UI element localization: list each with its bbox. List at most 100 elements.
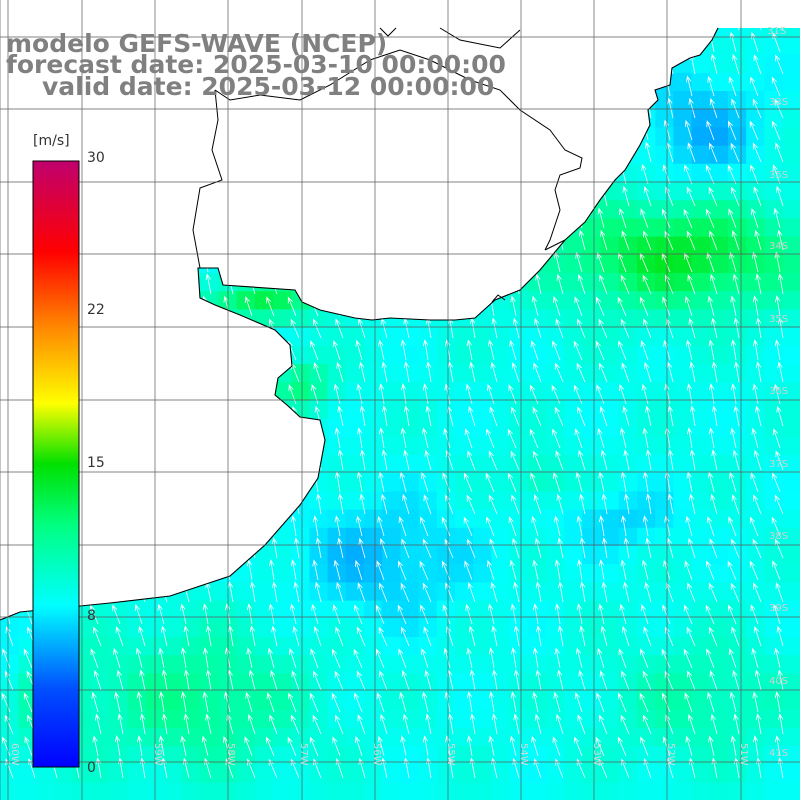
wind-speed-cell bbox=[473, 0, 492, 19]
wind-speed-cell bbox=[127, 691, 147, 711]
wind-arrow bbox=[376, 692, 385, 713]
wind-speed-cell bbox=[546, 200, 565, 219]
wind-speed-cell bbox=[345, 637, 365, 656]
wind-speed-cell bbox=[345, 509, 365, 529]
wind-speed-cell bbox=[509, 345, 529, 365]
wind-speed-cell bbox=[709, 72, 729, 92]
wind-arrow bbox=[535, 581, 542, 603]
wind-arrow bbox=[419, 120, 429, 141]
wind-speed-cell bbox=[691, 618, 711, 638]
wind-speed-cell bbox=[364, 200, 383, 219]
wind-speed-cell bbox=[236, 309, 256, 329]
wind-speed-cell bbox=[582, 637, 602, 656]
wind-arrow bbox=[112, 208, 121, 229]
wind-speed-cell bbox=[364, 782, 383, 800]
wind-arrow bbox=[684, 560, 693, 581]
wind-speed-cell bbox=[91, 327, 110, 347]
wind-speed-cell bbox=[473, 109, 492, 128]
wind-speed-cell bbox=[618, 109, 638, 128]
wind-speed-cell bbox=[309, 655, 329, 674]
wind-speed-cell bbox=[546, 655, 565, 674]
wind-speed-cell bbox=[637, 91, 656, 110]
wind-speed-cell bbox=[600, 746, 620, 765]
wind-speed-cell bbox=[764, 109, 784, 128]
wind-speed-cell bbox=[782, 91, 800, 110]
wind-speed-cell bbox=[309, 109, 329, 128]
wind-speed-cell bbox=[364, 327, 383, 347]
wind-arrow bbox=[576, 603, 583, 625]
wind-arrow bbox=[138, 28, 146, 31]
wind-speed-cell bbox=[291, 127, 310, 147]
wind-speed-cell bbox=[127, 382, 147, 401]
wind-speed-cell bbox=[673, 764, 693, 784]
wind-arrow bbox=[774, 735, 781, 757]
wind-arrow bbox=[378, 186, 388, 207]
wind-arrow bbox=[620, 559, 627, 581]
wind-speed-cell bbox=[746, 28, 765, 37]
wind-speed-cell bbox=[655, 728, 674, 747]
wind-arrow bbox=[181, 251, 187, 273]
wind-speed-cell bbox=[455, 655, 474, 674]
wind-arrow bbox=[115, 582, 124, 603]
wind-speed-cell bbox=[182, 527, 201, 547]
wind-speed-cell bbox=[473, 473, 492, 492]
wind-speed-cell bbox=[382, 655, 401, 674]
wind-speed-cell bbox=[200, 473, 219, 492]
wind-arrow bbox=[246, 515, 253, 537]
wind-speed-cell bbox=[491, 600, 511, 620]
wind-arrow bbox=[244, 428, 253, 449]
wind-speed-cell bbox=[18, 109, 37, 128]
wind-arrow bbox=[532, 559, 539, 581]
wind-speed-cell bbox=[109, 291, 128, 310]
wind-arrow bbox=[337, 537, 344, 559]
wind-speed-cell bbox=[728, 345, 747, 365]
wind-speed-cell bbox=[564, 72, 583, 92]
wind-arrow bbox=[442, 604, 451, 625]
wind-speed-cell bbox=[327, 218, 347, 238]
wind-speed-cell bbox=[436, 546, 456, 565]
wind-speed-cell bbox=[418, 582, 438, 602]
wind-arrow bbox=[601, 97, 608, 119]
wind-speed-cell bbox=[18, 782, 37, 800]
wind-speed-cell bbox=[782, 473, 800, 492]
wind-arrow bbox=[753, 186, 762, 207]
wind-speed-cell bbox=[455, 764, 474, 784]
wind-speed-cell bbox=[673, 655, 693, 674]
wind-speed-cell bbox=[600, 600, 620, 620]
wind-speed-cell bbox=[618, 709, 638, 729]
wind-speed-cell bbox=[473, 254, 492, 274]
wind-arrow bbox=[269, 559, 275, 581]
wind-arrow bbox=[645, 28, 652, 31]
wind-speed-cell bbox=[582, 764, 602, 784]
wind-arrow bbox=[246, 559, 253, 581]
wind-speed-cell bbox=[236, 473, 256, 492]
wind-speed-cell bbox=[91, 182, 110, 201]
wind-arrow bbox=[158, 339, 165, 361]
wind-arrow bbox=[422, 538, 432, 559]
lon-label: 52W bbox=[665, 743, 676, 766]
wind-speed-cell bbox=[582, 546, 602, 565]
wind-speed-cell bbox=[91, 564, 110, 583]
wind-arrow bbox=[72, 97, 80, 119]
wind-speed-cell bbox=[691, 436, 711, 456]
wind-speed-cell bbox=[564, 200, 583, 219]
wind-speed-cell bbox=[327, 637, 347, 656]
wind-arrow bbox=[464, 560, 473, 581]
wind-speed-cell bbox=[327, 109, 347, 128]
wind-arrow bbox=[510, 251, 517, 273]
wind-arrow bbox=[486, 516, 495, 537]
wind-speed-cell bbox=[91, 491, 110, 511]
wind-speed-cell bbox=[527, 309, 547, 329]
wind-arrow bbox=[331, 252, 341, 273]
wind-arrow bbox=[510, 207, 517, 229]
wind-arrow bbox=[138, 229, 146, 251]
wind-speed-cell bbox=[564, 764, 583, 784]
wind-speed-cell bbox=[655, 655, 674, 674]
wind-arrow bbox=[183, 273, 190, 295]
wind-arrow bbox=[620, 318, 630, 339]
wind-speed-cell bbox=[764, 418, 784, 438]
wind-speed-cell bbox=[400, 509, 420, 529]
wind-arrow bbox=[224, 406, 234, 427]
wind-speed-cell bbox=[637, 436, 656, 456]
wind-arrow bbox=[599, 670, 608, 691]
